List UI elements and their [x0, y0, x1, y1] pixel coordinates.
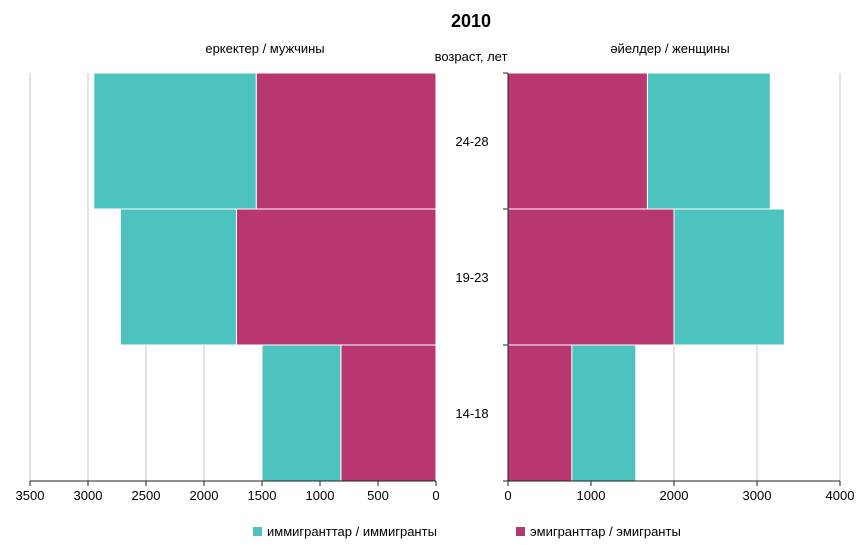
left-x-tick-label: 3000: [74, 488, 103, 503]
left-x-tick-label: 1000: [306, 488, 335, 503]
left-bar-emigrants-14-18: [340, 344, 437, 482]
right-bar-immigrants-14-18: [571, 344, 637, 482]
left-panel-label: еркектер / мужчины: [205, 41, 324, 56]
left-x-tick-label: 0: [432, 488, 439, 503]
left-x-tick-label: 500: [367, 488, 389, 503]
legend-swatch-immigrants: [253, 527, 262, 536]
right-bar-immigrants-24-28: [646, 72, 771, 210]
age-group-label: 24-28: [455, 134, 488, 149]
left-x-tick-label: 3500: [16, 488, 45, 503]
right-bar-immigrants-19-23: [673, 208, 785, 346]
left-bar-emigrants-24-28: [255, 72, 437, 210]
left-bar-emigrants-19-23: [235, 208, 437, 346]
age-group-label: 14-18: [455, 406, 488, 421]
legend-label-emigrants: эмигранттар / эмигранты: [530, 524, 681, 539]
left-bar-immigrants-24-28: [93, 72, 257, 210]
age-group-label: 19-23: [455, 270, 488, 285]
left-bar-immigrants-19-23: [119, 208, 237, 346]
legend-swatch-emigrants: [516, 527, 525, 536]
right-bar-emigrants-14-18: [507, 344, 573, 482]
right-bar-emigrants-19-23: [507, 208, 675, 346]
left-bar-immigrants-14-18: [261, 344, 342, 482]
left-x-tick-label: 2000: [190, 488, 219, 503]
right-x-tick-label: 0: [504, 488, 511, 503]
left-x-tick-label: 2500: [132, 488, 161, 503]
bars: [93, 72, 785, 482]
right-x-tick-label: 2000: [660, 488, 689, 503]
right-x-tick-label: 1000: [577, 488, 606, 503]
age-axis-label: возраст, лет: [435, 49, 508, 64]
chart-title: 2010: [451, 11, 491, 31]
age-group-labels: 24-28 19-23 14-18: [455, 134, 488, 421]
axes: 3500 3000 2500 2000 1500 1000 500 0 0 1000 2000 300…: [16, 72, 855, 503]
right-bar-emigrants-24-28: [507, 72, 648, 210]
right-x-tick-label: 4000: [826, 488, 855, 503]
right-panel-label: әйелдер / женщины: [610, 41, 729, 56]
legend: иммигранттар / иммигранты эмигранттар / э…: [253, 524, 681, 539]
left-x-tick-label: 1500: [248, 488, 277, 503]
legend-label-immigrants: иммигранттар / иммигранты: [267, 524, 437, 539]
right-x-tick-label: 3000: [743, 488, 772, 503]
